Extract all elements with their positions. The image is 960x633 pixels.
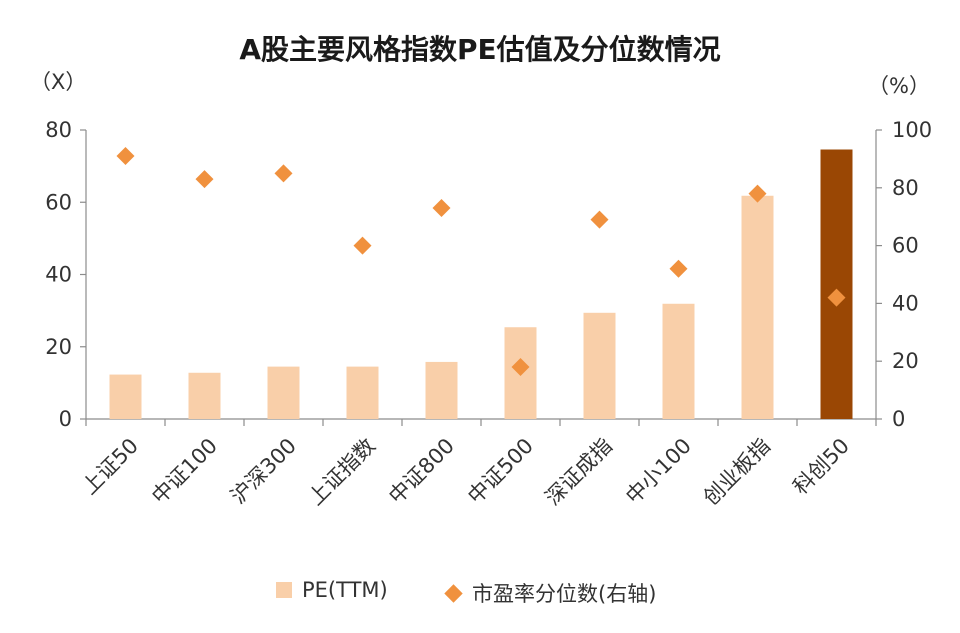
right-tick-label: 0 xyxy=(892,407,905,431)
category-label: 中小100 xyxy=(621,434,696,509)
left-tick-label: 80 xyxy=(45,118,72,142)
category-label: 沪深300 xyxy=(226,434,301,509)
legend-bar-swatch xyxy=(276,582,292,598)
left-tick-label: 20 xyxy=(45,335,72,359)
bar-pe xyxy=(188,372,221,419)
category-label: 上证指数 xyxy=(304,434,380,510)
point-percentile xyxy=(116,147,135,166)
legend-label-percentile: 市盈率分位数(右轴) xyxy=(472,582,657,606)
bar-pe xyxy=(425,361,458,419)
point-percentile xyxy=(511,357,530,376)
legend-item-percentile: 市盈率分位数(右轴) xyxy=(444,578,656,608)
point-percentile xyxy=(827,288,846,307)
category-label: 上证50 xyxy=(77,434,143,500)
category-label: 创业板指 xyxy=(699,434,775,510)
left-axis-unit: （X） xyxy=(30,70,87,94)
category-label: 中证500 xyxy=(463,434,538,509)
legend-diamond-swatch xyxy=(444,583,463,603)
right-tick-label: 20 xyxy=(892,349,919,373)
point-percentile xyxy=(748,184,767,203)
bar-pe xyxy=(346,366,379,419)
left-tick-label: 40 xyxy=(45,263,72,287)
point-percentile xyxy=(274,164,293,183)
right-tick-label: 60 xyxy=(892,234,919,258)
left-tick-label: 60 xyxy=(45,190,72,214)
right-tick-label: 100 xyxy=(892,118,932,142)
bar-pe xyxy=(109,374,142,419)
point-percentile xyxy=(669,259,688,278)
point-percentile xyxy=(432,199,451,218)
point-percentile xyxy=(353,236,372,255)
bar-pe xyxy=(662,303,695,419)
right-tick-label: 40 xyxy=(892,291,919,315)
category-label: 深证成指 xyxy=(541,434,617,510)
category-label: 中证100 xyxy=(147,434,222,509)
bar-pe xyxy=(741,195,774,419)
legend-label-pe: PE(TTM) xyxy=(302,578,388,602)
left-tick-label: 0 xyxy=(59,407,72,431)
legend-item-pe: PE(TTM) xyxy=(276,578,388,602)
point-percentile xyxy=(195,170,214,189)
bar-pe xyxy=(267,366,300,419)
category-label: 中证800 xyxy=(384,434,459,509)
bar-pe xyxy=(820,149,853,419)
legend: PE(TTM) 市盈率分位数(右轴) xyxy=(0,578,960,610)
right-axis-unit: （%） xyxy=(868,74,930,98)
chart-title: A股主要风格指数PE估值及分位数情况 xyxy=(239,33,721,66)
category-label: 科创50 xyxy=(788,434,854,500)
bar-pe xyxy=(583,312,616,419)
right-tick-label: 80 xyxy=(892,176,919,200)
point-percentile xyxy=(590,210,609,229)
